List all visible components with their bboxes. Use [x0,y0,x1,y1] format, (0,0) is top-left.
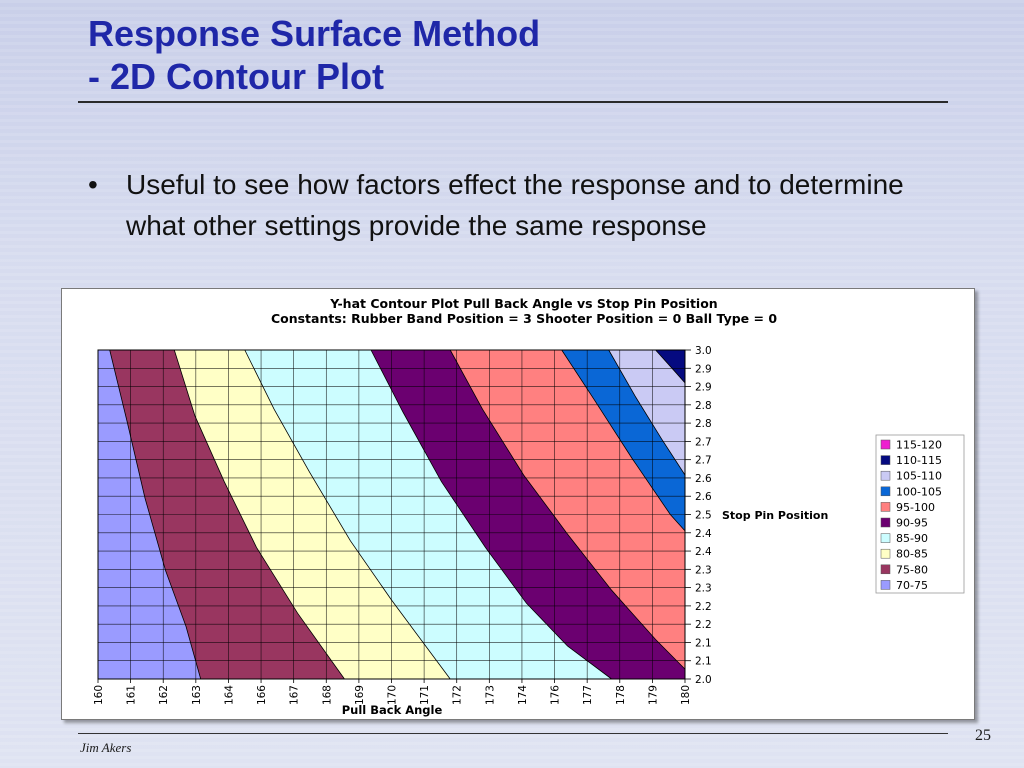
legend-swatch [880,580,891,590]
legend-swatch [880,548,891,559]
y-tick-label: 2.9 [695,363,712,375]
bullet-marker: • [88,169,98,200]
contour-line-105 [608,349,686,476]
legend-swatch [880,439,891,450]
x-tick-label: 180 [680,685,692,705]
contour-line-100 [561,349,686,532]
bullet-text: Useful to see how factors effect the res… [126,169,904,241]
band-110 [655,350,685,383]
x-tick-label: 179 [647,685,659,705]
x-tick-label: 162 [158,685,170,705]
y-axis-title: Stop Pin Position [722,509,828,522]
y-tick-label: 2.1 [695,637,712,649]
legend-label: 100-105 [896,485,942,498]
legend-swatch [880,533,891,543]
title-line-2: - 2D Contour Plot [88,56,384,97]
y-tick-label: 2.7 [695,436,712,448]
contour-line-75 [109,349,202,680]
x-tick-label: 161 [126,685,138,705]
x-tick-label: 169 [354,685,366,705]
x-tick-label: 174 [517,685,529,705]
legend-label: 80-85 [896,548,928,561]
y-tick-label: 2.6 [695,473,712,485]
chart-title: Y-hat Contour Plot Pull Back Angle vs St… [329,296,717,311]
x-tick-label: 171 [419,685,431,705]
y-tick-label: 2.2 [695,619,712,631]
y-tick-label: 2.8 [695,418,712,430]
y-tick-label: 2.9 [695,382,712,394]
y-tick-label: 2.7 [695,455,712,467]
y-tick-label: 2.4 [695,546,712,558]
x-tick-label: 178 [615,685,627,705]
x-axis-title: Pull Back Angle [342,703,443,717]
footer-divider [78,733,948,734]
contour-plot-svg: Y-hat Contour Plot Pull Back Angle vs St… [93,296,965,717]
contour-line-90 [370,349,612,680]
legend-box [875,434,965,594]
y-tick-label: 2.3 [695,564,712,576]
y-tick-label: 2.4 [695,528,712,540]
x-tick-label: 164 [223,685,235,705]
legend-label: 75-80 [896,563,928,576]
legend-label: 70-75 [896,579,928,592]
x-tick-label: 160 [93,685,105,705]
y-tick-label: 2.6 [695,491,712,503]
y-tick-label: 2.5 [695,510,712,522]
band-105 [608,350,685,475]
y-tick-label: 2.1 [695,656,712,668]
y-tick-label: 2.2 [695,601,712,613]
contour-line-85 [244,349,451,680]
footer-author: Jim Akers [80,740,132,755]
x-tick-label: 167 [289,685,301,705]
x-tick-label: 166 [256,685,268,705]
legend-label: 110-115 [896,454,942,467]
legend-swatch [880,486,891,497]
slide-title: Response Surface Method - 2D Contour Plo… [88,12,540,98]
legend-swatch [880,564,891,575]
x-tick-label: 176 [550,685,562,705]
x-tick-label: 173 [484,685,496,705]
x-tick-label: 172 [452,685,464,705]
title-divider [78,101,948,103]
legend-swatch [880,502,891,512]
x-tick-label: 163 [191,685,203,705]
legend-label: 90-95 [896,517,928,530]
x-tick-label: 168 [321,685,333,705]
y-tick-label: 2.3 [695,583,712,595]
legend-swatch [880,517,891,528]
legend-label: 85-90 [896,532,928,545]
legend-label: 95-100 [896,501,935,514]
legend-label: 115-120 [896,439,942,452]
contour-line-80 [173,349,345,680]
contour-line-95 [449,349,686,670]
y-tick-label: 3.0 [695,345,712,357]
y-tick-label: 2.8 [695,400,712,412]
legend-swatch [880,470,891,481]
y-tick-label: 2.0 [695,674,712,686]
x-tick-label: 170 [387,685,399,705]
page-number: 25 [975,727,991,744]
legend-swatch [880,455,891,465]
legend-label: 105-110 [896,470,942,483]
contour-line-110 [655,349,686,384]
x-tick-label: 177 [582,685,594,705]
title-line-1: Response Surface Method [88,13,541,54]
contour-chart: Y-hat Contour Plot Pull Back Angle vs St… [61,288,975,720]
chart-subtitle: Constants: Rubber Band Position = 3 Shoo… [271,311,777,326]
